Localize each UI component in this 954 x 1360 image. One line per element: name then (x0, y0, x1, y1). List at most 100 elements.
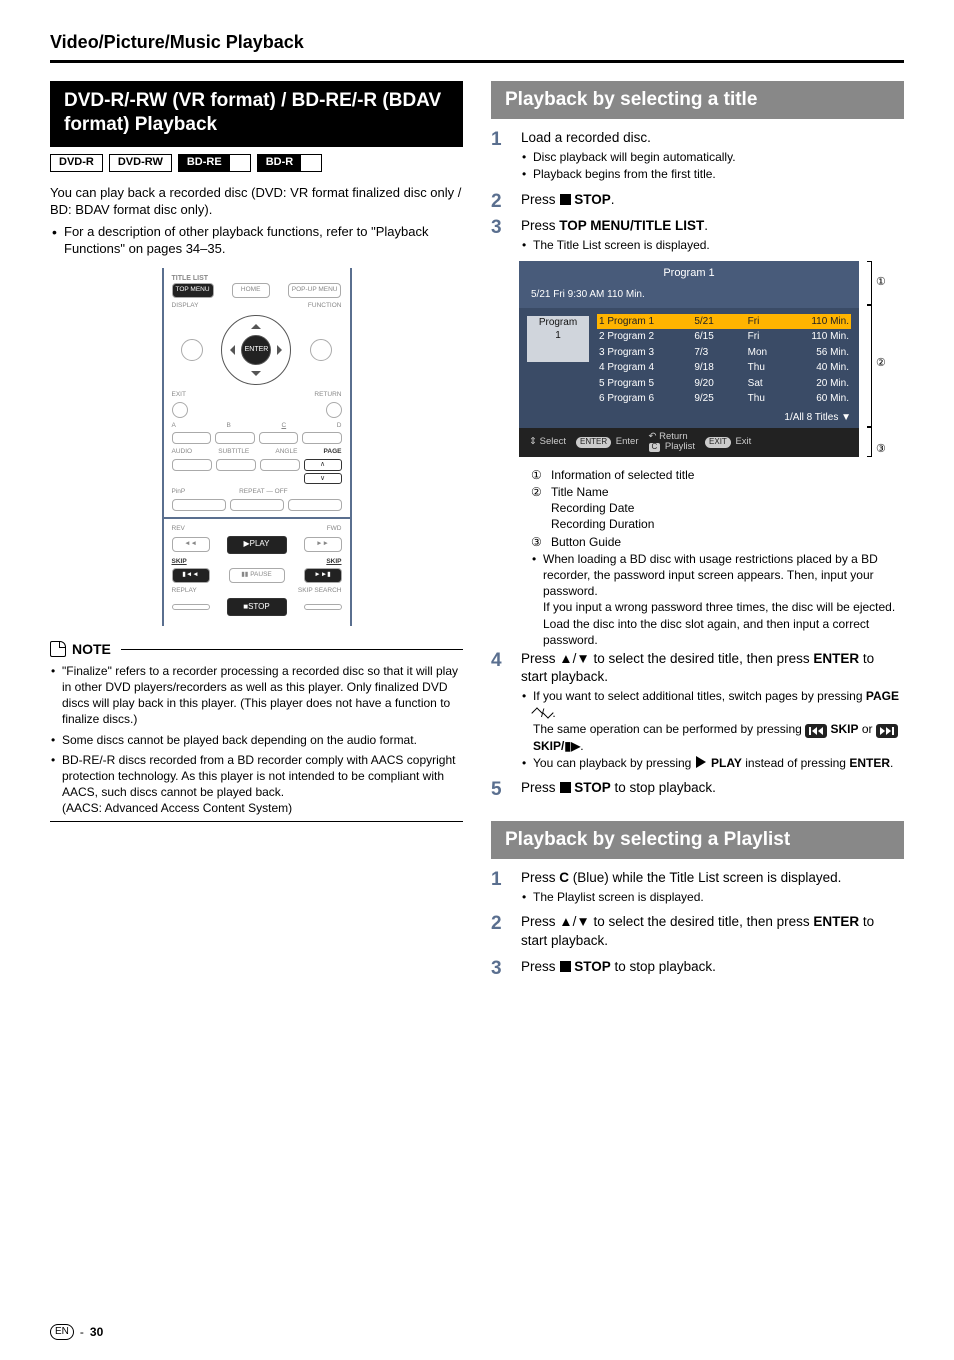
playback-title-banner: Playback by selecting a title (491, 81, 904, 119)
remote-top-menu: TOP MENU (172, 283, 214, 298)
pl-step-2: Press ▲/▼ to select the desired title, t… (491, 913, 904, 949)
remote-b-label: B (226, 422, 230, 431)
remote-audio-label: AUDIO (172, 448, 193, 457)
note-title: NOTE (72, 640, 111, 659)
program-row-2: 2 Program 2 6/15 Fri 110 Min. (597, 329, 851, 345)
step-2-main: Press STOP. (521, 191, 904, 209)
playback-playlist-banner: Playback by selecting a Playlist (491, 821, 904, 859)
note-end-rule (50, 821, 463, 822)
play-icon (696, 756, 706, 768)
screen-paging: 1/All 8 Titles ▼ (519, 409, 859, 429)
step-4-main: Press ▲/▼ to select the desired title, t… (521, 650, 904, 686)
remote-skip-right-label: SKIP (326, 558, 341, 567)
badge-dvd-r: DVD-R (50, 154, 103, 172)
marker-3: ③ (876, 442, 890, 457)
pl-step-2-main: Press ▲/▼ to select the desired title, t… (521, 913, 904, 949)
note-2: Some discs cannot be played back dependi… (50, 732, 463, 748)
program-row-3: 3 Program 3 7/3 Mon 56 Min. (597, 345, 851, 361)
remote-return-btn (326, 402, 342, 418)
remote-return-label: RETURN (314, 391, 341, 400)
remote-angle-label: ANGLE (275, 448, 297, 457)
thumb-col: Program 1 (527, 314, 589, 407)
annot-bullet: When loading a BD disc with usage restri… (531, 551, 904, 648)
pl-step-1-main: Press C (Blue) while the Title List scre… (521, 869, 904, 887)
annot-1: ①Information of selected title (531, 467, 904, 483)
title-list-screen: Program 1 5/21 Fri 9:30 AM 110 Min. Prog… (519, 261, 859, 457)
footer-lang: EN (50, 1324, 74, 1340)
remote-function-btn (310, 339, 332, 361)
screen-info-line: 5/21 Fri 9:30 AM 110 Min. (519, 286, 859, 308)
remote-home: HOME (232, 283, 270, 298)
step-1-main: Load a recorded disc. (521, 129, 904, 147)
step-4-sub-1: If you want to select additional titles,… (521, 688, 904, 754)
remote-skip-prev-btn: ▮◄◄ (172, 568, 210, 583)
remote-play-btn: ▶ PLAY (227, 536, 287, 554)
remote-page-label: PAGE (324, 448, 342, 457)
left-column: DVD-R/-RW (VR format) / BD-RE/-R (BDAV f… (50, 81, 463, 821)
note-3: BD-RE/-R discs recorded from a BD record… (50, 752, 463, 817)
remote-stop-btn: ■ STOP (227, 598, 287, 616)
vr-bdav-banner: DVD-R/-RW (VR format) / BD-RE/-R (BDAV f… (50, 81, 463, 147)
title-list-screen-wrap: Program 1 5/21 Fri 9:30 AM 110 Min. Prog… (519, 261, 904, 457)
step-3-main: Press TOP MENU/TITLE LIST. (521, 217, 904, 235)
marker-1: ① (876, 275, 890, 290)
program-row-4: 4 Program 4 9/18 Thu 40 Min. (597, 360, 851, 376)
remote-func-buttons: ∧ ∨ (172, 459, 342, 484)
remote-off-label: OFF (275, 488, 288, 495)
remote-rev-label: REV (172, 525, 185, 534)
pl-step-3: Press STOP to stop playback. (491, 958, 904, 976)
program-list: 1 Program 1 5/21 Fri 110 Min. 2 Program … (597, 314, 851, 407)
pl-step-3-main: Press STOP to stop playback. (521, 958, 904, 976)
stop-icon (560, 961, 571, 972)
remote-d-label: D (337, 422, 342, 431)
badge-dvd-rw: DVD-RW (109, 154, 172, 172)
page-down-icon (543, 707, 554, 718)
title-steps-cont: Press ▲/▼ to select the desired title, t… (491, 650, 904, 797)
program-thumbnail: Program 1 (527, 316, 589, 362)
skip-next-key-icon (876, 724, 898, 738)
remote-a-label: A (172, 422, 176, 431)
remote-rev-btn: ◄◄ (172, 537, 210, 552)
remote-diagram: TITLE LIST TOP MENU HOME POP-UP MENU DIS… (162, 268, 352, 626)
badge-bd-r: BD-R (257, 154, 323, 172)
step-3: Press TOP MENU/TITLE LIST. The Title Lis… (491, 217, 904, 253)
remote-enter: ENTER (241, 335, 271, 365)
playlist-steps: Press C (Blue) while the Title List scre… (491, 869, 904, 976)
remote-skipsearch-label: SKIP SEARCH (298, 587, 342, 596)
remote-replay-label: REPLAY (172, 587, 197, 596)
screen-annotations: ①Information of selected title ②Title Na… (531, 467, 904, 550)
remote-display-btn (181, 339, 203, 361)
step-4-sub-2: You can playback by pressing PLAY instea… (521, 755, 904, 771)
program-row-5: 5 Program 5 9/20 Sat 20 Min. (597, 376, 851, 392)
remote-pinp-label: PinP (172, 488, 186, 497)
footer-page-number: 30 (90, 1324, 103, 1340)
remote-replay-btn (172, 604, 210, 610)
step-5: Press STOP to stop playback. (491, 779, 904, 797)
remote-pause-btn: ▮▮ PAUSE (229, 568, 285, 583)
remote-popup: POP-UP MENU (288, 283, 342, 298)
program-row-6: 6 Program 6 9/25 Thu 60 Min. (597, 391, 851, 407)
badge-bd-re: BD-RE (178, 154, 251, 172)
remote-dpad: ENTER (221, 315, 291, 385)
page-footer: EN - 30 (50, 1324, 904, 1340)
screen-selected-title: Program 1 (519, 261, 859, 286)
screen-button-guide: ⇕ Select ENTER Enter ↶ Return C Playlist… (519, 428, 859, 457)
annot-3: ③Button Guide (531, 534, 904, 550)
step-2: Press STOP. (491, 191, 904, 209)
stop-icon (560, 782, 571, 793)
remote-repeat-label: REPEAT (239, 488, 264, 495)
remote-exit-label: EXIT (172, 391, 186, 400)
note-header: NOTE (50, 640, 463, 659)
step-1-sub-1: Disc playback will begin automatically. (521, 149, 904, 165)
step-1: Load a recorded disc. Disc playback will… (491, 129, 904, 183)
pl-step-1-sub: The Playlist screen is displayed. (521, 889, 904, 905)
skip-prev-key-icon (805, 724, 827, 738)
remote-fwd-btn: ►► (304, 537, 342, 552)
remote-exit-btn (172, 402, 188, 418)
remote-fwd-label: FWD (327, 525, 342, 534)
remote-title-list: TITLE LIST (172, 274, 342, 283)
note-1: "Finalize" refers to a recorder processi… (50, 663, 463, 728)
step-1-sub-2: Playback begins from the first title. (521, 166, 904, 182)
remote-skip-left-label: SKIP (172, 558, 187, 567)
note-icon (50, 641, 66, 657)
